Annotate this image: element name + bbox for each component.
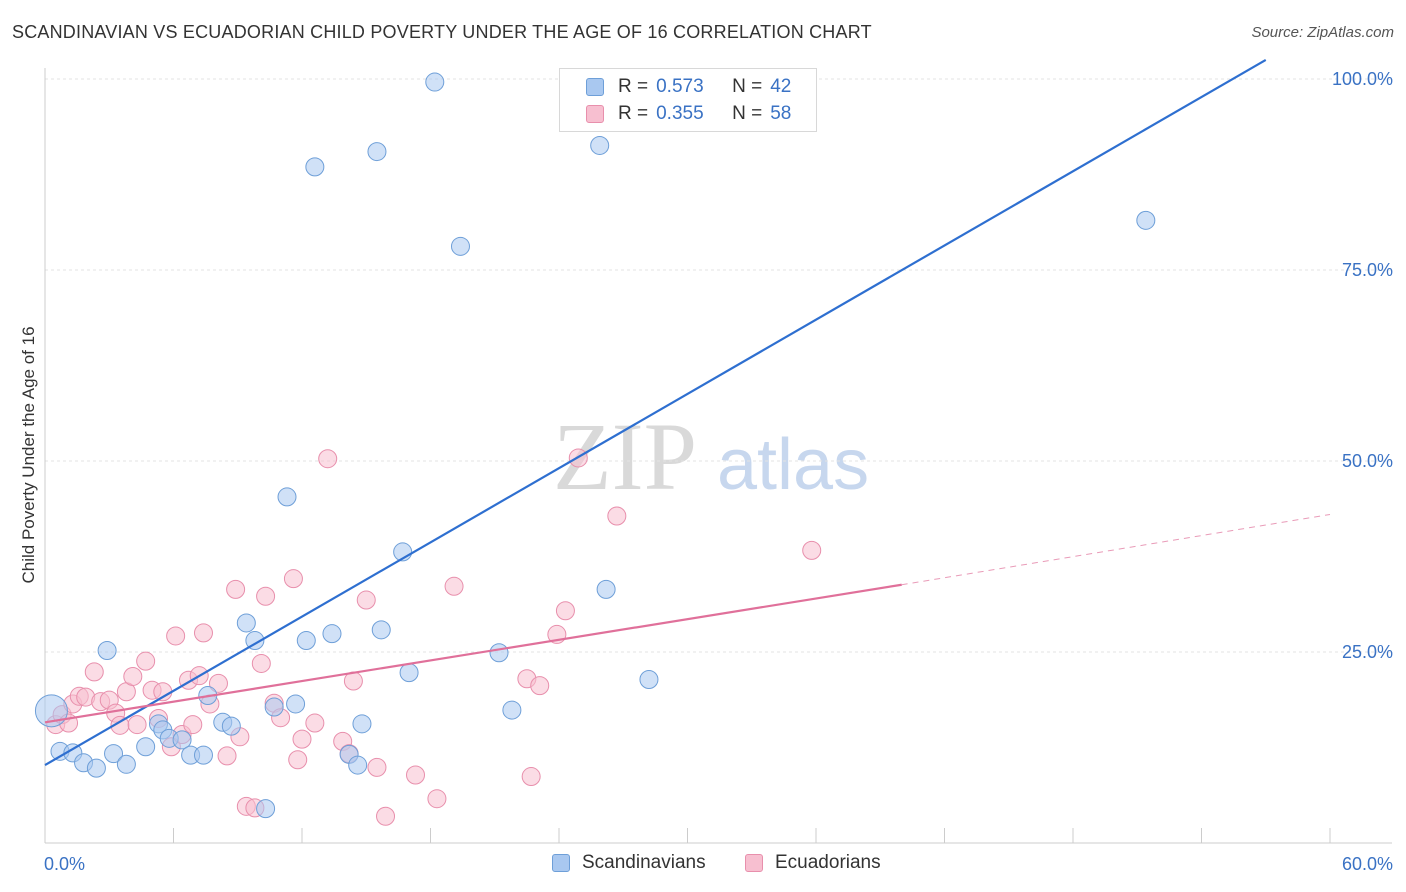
legend-row-scandinavians: R = 0.573 N = 42	[586, 75, 791, 99]
ecuadorians-trend-line	[44, 583, 902, 724]
ecuadorians-point	[305, 713, 325, 733]
scandinavians-point	[193, 745, 213, 765]
scandinavians-point	[236, 613, 256, 633]
legend-r-key: R =	[618, 76, 649, 97]
scandinavians-point	[1136, 210, 1156, 230]
watermark-atlas: atlas	[717, 425, 869, 505]
ecuadorians-point	[283, 569, 303, 589]
scandinavians-point	[245, 631, 265, 651]
scandinavians-points	[34, 72, 1156, 819]
scandinavians-point	[322, 624, 342, 644]
ecuadorians-point	[226, 579, 246, 599]
ecuadorians-point	[555, 601, 575, 621]
legend-n-value: 42	[770, 76, 792, 97]
x-tick-label: 0.0%	[44, 854, 85, 874]
ecuadorians-trend-extension	[901, 513, 1331, 586]
legend-item-ecuadorians: Ecuadorians	[745, 852, 881, 874]
scandinavians-point	[104, 744, 124, 764]
ecuadorians-point	[356, 590, 376, 610]
ecuadorians-point	[521, 767, 541, 787]
ecuadorians-point	[427, 789, 447, 809]
scandinavians-point	[399, 663, 419, 683]
legend-swatch-scandinavians	[586, 78, 604, 96]
ecuadorians-point	[607, 506, 627, 526]
ecuadorians-point	[193, 623, 213, 643]
scandinavians-point	[489, 643, 509, 663]
scandinavians-point	[590, 135, 610, 155]
y-tick-label: 100.0%	[1332, 69, 1393, 89]
legend-item-scandinavians: Scandinavians	[552, 852, 706, 874]
scandinavians-point	[34, 694, 68, 728]
scandinavians-point	[86, 758, 106, 778]
scandinavians-point	[296, 631, 316, 651]
x-tick-labels: 0.0% 60.0%	[44, 854, 1393, 874]
scandinavians-point	[305, 157, 325, 177]
x-tick-label: 60.0%	[1342, 854, 1393, 874]
legend-r-key: R =	[618, 103, 649, 124]
scandinavians-point	[136, 737, 156, 757]
source-label: Source: ZipAtlas.com	[1251, 24, 1394, 41]
scandinavians-point	[596, 579, 616, 599]
legend-r-value: 0.355	[656, 103, 704, 124]
legend-label-ecuadorians: Ecuadorians	[775, 852, 881, 873]
legend-n-value: 58	[770, 103, 792, 124]
scandinavians-point	[371, 620, 391, 640]
scandinavians-point	[425, 72, 445, 92]
ecuadorians-point	[183, 715, 203, 735]
scandinavians-point	[352, 714, 372, 734]
scandinavians-point	[367, 142, 387, 162]
scandinavians-point	[502, 700, 522, 720]
scandinavians-point	[348, 755, 368, 775]
scandinavians-trend-line	[44, 58, 1267, 767]
y-axis-title: Child Poverty Under the Age of 16	[19, 326, 38, 583]
ecuadorians-point	[256, 586, 276, 606]
y-tick-label: 25.0%	[1342, 642, 1393, 662]
legend-n-key: N =	[732, 76, 763, 97]
ecuadorians-point	[217, 746, 237, 766]
scandinavians-point	[277, 487, 297, 507]
scandinavians-point	[256, 799, 276, 819]
scandinavians-point	[116, 754, 136, 774]
ecuadorians-point	[406, 765, 426, 785]
legend-row-ecuadorians: R = 0.355 N = 58	[586, 102, 791, 126]
ecuadorians-point	[136, 651, 156, 671]
ecuadorians-point	[530, 676, 550, 696]
gridlines	[45, 78, 1392, 653]
chart-title: SCANDINAVIAN VS ECUADORIAN CHILD POVERTY…	[12, 22, 872, 42]
ecuadorians-point	[292, 729, 312, 749]
legend-r-value: 0.573	[656, 76, 704, 97]
ecuadorians-point	[288, 750, 308, 770]
trend-lines	[44, 58, 1331, 767]
y-tick-label: 75.0%	[1342, 260, 1393, 280]
legend-label-scandinavians: Scandinavians	[582, 852, 706, 873]
scandinavians-point	[221, 716, 241, 736]
ecuadorians-point	[84, 662, 104, 682]
ecuadorians-point	[802, 540, 822, 560]
ecuadorians-point	[208, 673, 228, 693]
legend-swatch-ecuadorians	[586, 105, 604, 123]
scandinavians-point	[172, 730, 192, 750]
ecuadorians-point	[444, 576, 464, 596]
legend-swatch-ecuadorians	[745, 854, 763, 872]
legend-swatch-scandinavians	[552, 854, 570, 872]
watermark: ZIP atlas	[553, 403, 869, 510]
ecuadorians-point	[318, 449, 338, 469]
ecuadorians-point	[123, 666, 143, 686]
legend-n-key: N =	[732, 103, 763, 124]
y-tick-labels: 25.0% 50.0% 75.0% 100.0%	[1332, 69, 1393, 662]
scandinavians-point	[264, 697, 284, 717]
ecuadorians-point	[127, 715, 147, 735]
scandinavians-point	[97, 640, 117, 660]
ecuadorians-point	[376, 806, 396, 826]
ecuadorians-point	[367, 757, 387, 777]
scandinavians-point	[450, 236, 470, 256]
scandinavians-point	[639, 670, 659, 690]
ecuadorians-points	[46, 448, 822, 826]
y-tick-label: 50.0%	[1342, 451, 1393, 471]
ecuadorians-point	[166, 626, 186, 646]
ecuadorians-point	[251, 653, 271, 673]
scandinavians-point	[286, 694, 306, 714]
stats-legend: R = 0.573 N = 42 R = 0.355 N = 58	[559, 68, 817, 132]
